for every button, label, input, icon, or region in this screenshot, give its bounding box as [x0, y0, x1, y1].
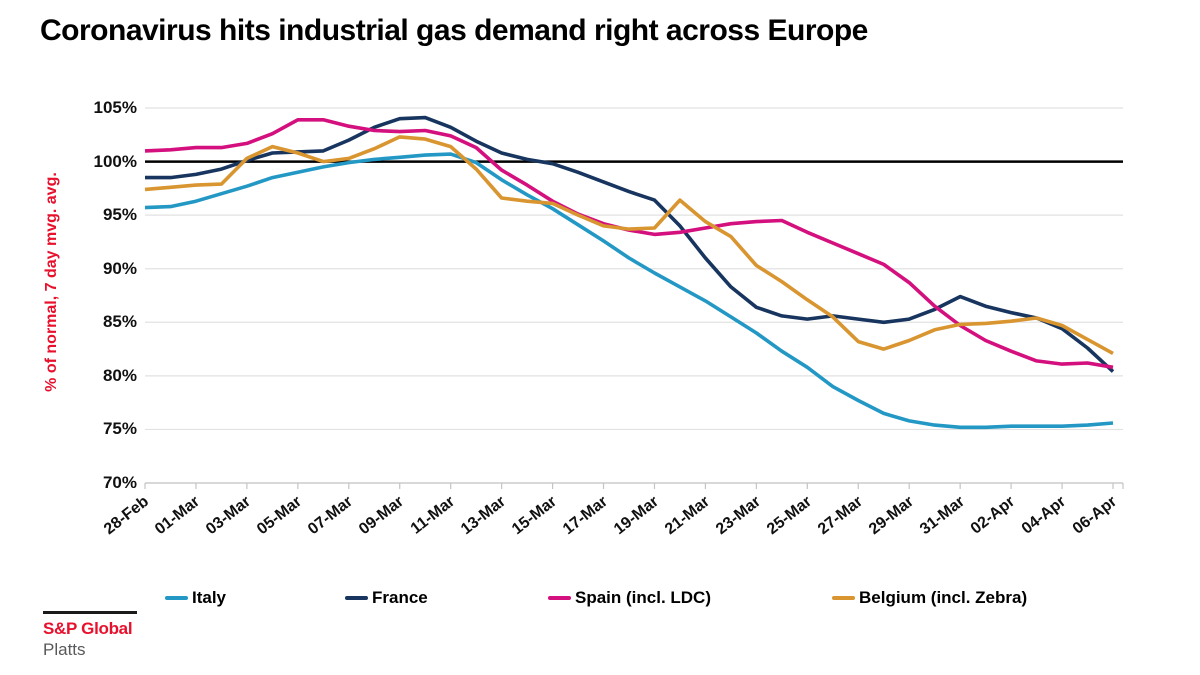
legend-item-belgium: Belgium (incl. Zebra) — [832, 588, 1027, 608]
legend-label-italy: Italy — [192, 588, 227, 607]
y-tick-label: 80% — [102, 365, 137, 385]
legend-item-italy: Italy — [165, 588, 226, 608]
y-tick-label: 85% — [102, 312, 137, 332]
legend-item-spain: Spain (incl. LDC) — [548, 588, 711, 608]
legend-swatch-belgium — [832, 596, 855, 600]
series-line-belgium — [144, 135, 1114, 355]
y-tick-label: 105% — [93, 98, 137, 117]
brand-logo: S&P Global Platts — [43, 611, 137, 660]
legend-swatch-spain — [548, 596, 571, 600]
legend-label-france: France — [372, 588, 428, 607]
legend-swatch-france — [345, 596, 368, 600]
y-tick-label: 100% — [93, 151, 137, 171]
brand-division: Platts — [43, 640, 86, 659]
y-tick-label: 90% — [102, 258, 137, 278]
legend-label-belgium: Belgium (incl. Zebra) — [859, 588, 1028, 607]
legend-swatch-italy — [165, 596, 188, 600]
brand-name: S&P Global — [43, 619, 133, 638]
y-tick-label: 95% — [102, 205, 137, 225]
series-line-italy — [144, 152, 1114, 430]
y-tick-label: 75% — [102, 419, 137, 439]
legend-item-france: France — [345, 588, 428, 608]
series-line-spain — [144, 118, 1114, 370]
y-tick-label: 70% — [102, 473, 137, 492]
chart-title: Coronavirus hits industrial gas demand r… — [40, 14, 868, 47]
legend-label-spain: Spain (incl. LDC) — [575, 588, 711, 607]
series-line-france — [145, 115, 1115, 373]
brand-rule — [43, 611, 137, 614]
